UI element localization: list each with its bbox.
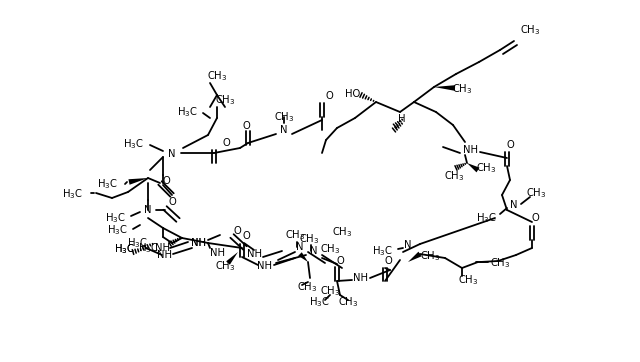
Polygon shape xyxy=(434,85,455,91)
Text: O: O xyxy=(325,91,333,101)
Text: H$_3$C: H$_3$C xyxy=(115,242,135,256)
Text: N: N xyxy=(296,242,304,252)
Text: NH: NH xyxy=(353,273,367,283)
Text: N: N xyxy=(144,205,152,215)
Text: CH$_3$: CH$_3$ xyxy=(490,256,511,270)
Polygon shape xyxy=(408,252,422,262)
Text: NH: NH xyxy=(157,250,173,260)
Text: O: O xyxy=(531,213,539,223)
Text: O: O xyxy=(242,231,250,241)
Text: CH$_3$: CH$_3$ xyxy=(215,93,236,107)
Text: O: O xyxy=(506,140,514,150)
Text: H$_3$C: H$_3$C xyxy=(177,105,198,119)
Text: CH$_3$: CH$_3$ xyxy=(285,228,305,242)
Polygon shape xyxy=(226,252,238,265)
Text: H$_3$C: H$_3$C xyxy=(127,236,148,250)
Text: CH$_3$: CH$_3$ xyxy=(320,284,340,298)
Polygon shape xyxy=(467,163,479,172)
Text: H$_3$C: H$_3$C xyxy=(108,223,128,237)
Text: N: N xyxy=(404,240,412,250)
Text: HO: HO xyxy=(345,89,360,99)
Text: H$_3$C: H$_3$C xyxy=(124,137,144,151)
Text: H$_3$C: H$_3$C xyxy=(372,244,393,258)
Text: CH$_3$: CH$_3$ xyxy=(299,232,319,246)
Text: O: O xyxy=(168,197,176,207)
Text: O: O xyxy=(242,121,250,131)
Text: N: N xyxy=(280,125,288,135)
Text: H$_3$C: H$_3$C xyxy=(97,177,118,191)
Polygon shape xyxy=(298,252,308,262)
Text: CH$_3$: CH$_3$ xyxy=(420,249,440,263)
Text: H$_3$C: H$_3$C xyxy=(309,295,330,309)
Text: CH$_3$: CH$_3$ xyxy=(452,82,472,96)
Text: CH$_3$: CH$_3$ xyxy=(297,280,317,294)
Text: H$_3$C: H$_3$C xyxy=(138,241,159,255)
Text: O: O xyxy=(233,226,241,236)
Text: CH$_3$: CH$_3$ xyxy=(215,259,236,273)
Text: H$_3$C: H$_3$C xyxy=(115,242,135,256)
Text: NH: NH xyxy=(154,243,170,253)
Text: O: O xyxy=(222,138,230,148)
Text: CH$_3$: CH$_3$ xyxy=(338,295,358,309)
Text: CH$_3$: CH$_3$ xyxy=(444,169,464,183)
Text: NH: NH xyxy=(463,145,477,155)
Text: O: O xyxy=(162,176,170,186)
Text: NH: NH xyxy=(210,248,225,258)
Text: N: N xyxy=(510,200,518,210)
Text: CH$_3$: CH$_3$ xyxy=(320,242,340,256)
Text: N: N xyxy=(310,246,317,256)
Text: CH$_3$: CH$_3$ xyxy=(458,273,478,287)
Text: NH: NH xyxy=(191,238,205,248)
Text: CH$_3$: CH$_3$ xyxy=(274,110,294,124)
Text: CH$_3$: CH$_3$ xyxy=(520,23,540,37)
Text: CH$_3$: CH$_3$ xyxy=(332,225,352,239)
Text: CH$_3$: CH$_3$ xyxy=(476,161,496,175)
Text: H$_3$C: H$_3$C xyxy=(105,211,126,225)
Text: CH$_3$: CH$_3$ xyxy=(525,186,547,200)
Polygon shape xyxy=(129,178,148,185)
Text: H$_3$C: H$_3$C xyxy=(476,211,497,225)
Text: O: O xyxy=(336,256,344,266)
Text: H$_3$C: H$_3$C xyxy=(62,187,83,201)
Text: CH$_3$: CH$_3$ xyxy=(207,69,227,83)
Text: N: N xyxy=(168,149,176,159)
Text: H: H xyxy=(398,114,406,124)
Text: NH: NH xyxy=(191,238,207,248)
Text: NH: NH xyxy=(257,261,273,271)
Text: NH: NH xyxy=(246,249,262,259)
Text: O: O xyxy=(384,256,392,266)
